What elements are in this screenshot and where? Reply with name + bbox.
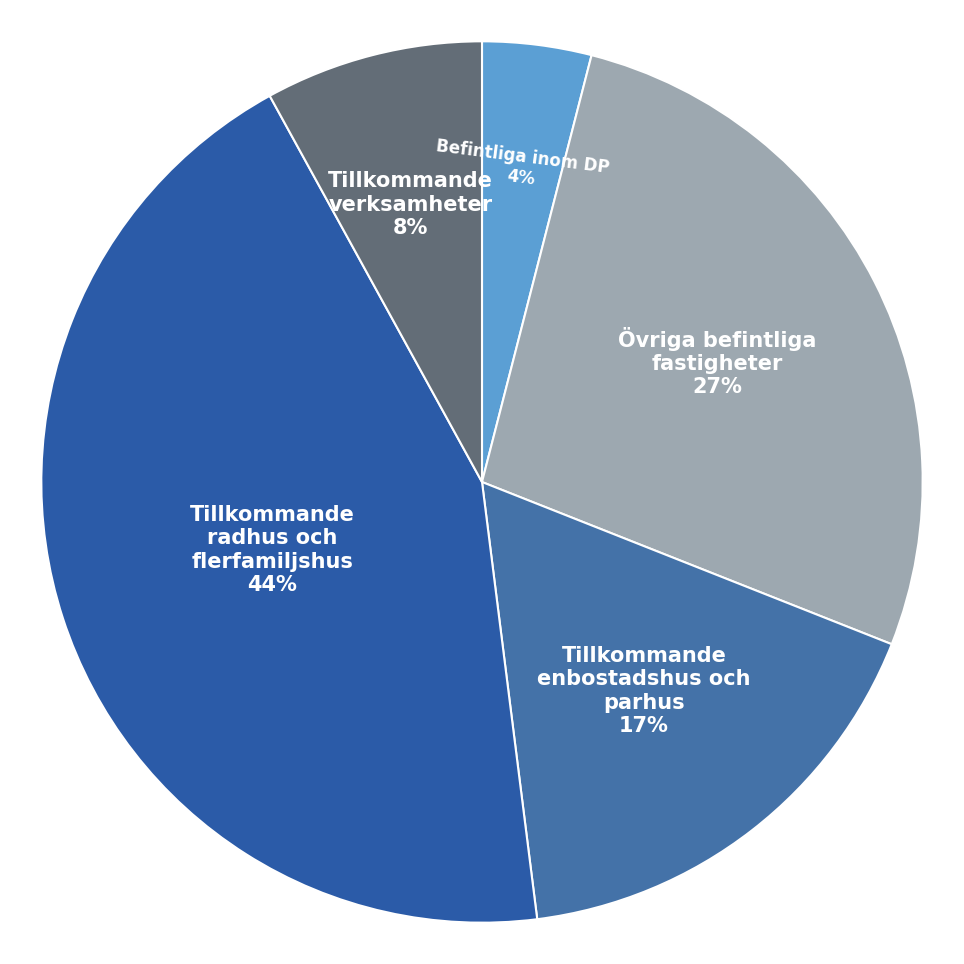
Text: Tillkommande
enbostadshus och
parhus
17%: Tillkommande enbostadshus och parhus 17% xyxy=(537,646,751,736)
Wedge shape xyxy=(482,482,892,920)
Text: Övriga befintliga
fastigheter
27%: Övriga befintliga fastigheter 27% xyxy=(618,327,817,397)
Text: Befintliga inom DP
4%: Befintliga inom DP 4% xyxy=(433,137,611,198)
Text: Tillkommande
verksamheter
8%: Tillkommande verksamheter 8% xyxy=(329,172,494,238)
Wedge shape xyxy=(270,41,482,482)
Wedge shape xyxy=(482,41,592,482)
Text: Tillkommande
radhus och
flerfamiljshus
44%: Tillkommande radhus och flerfamiljshus 4… xyxy=(190,505,355,595)
Wedge shape xyxy=(482,55,923,644)
Wedge shape xyxy=(41,95,537,923)
